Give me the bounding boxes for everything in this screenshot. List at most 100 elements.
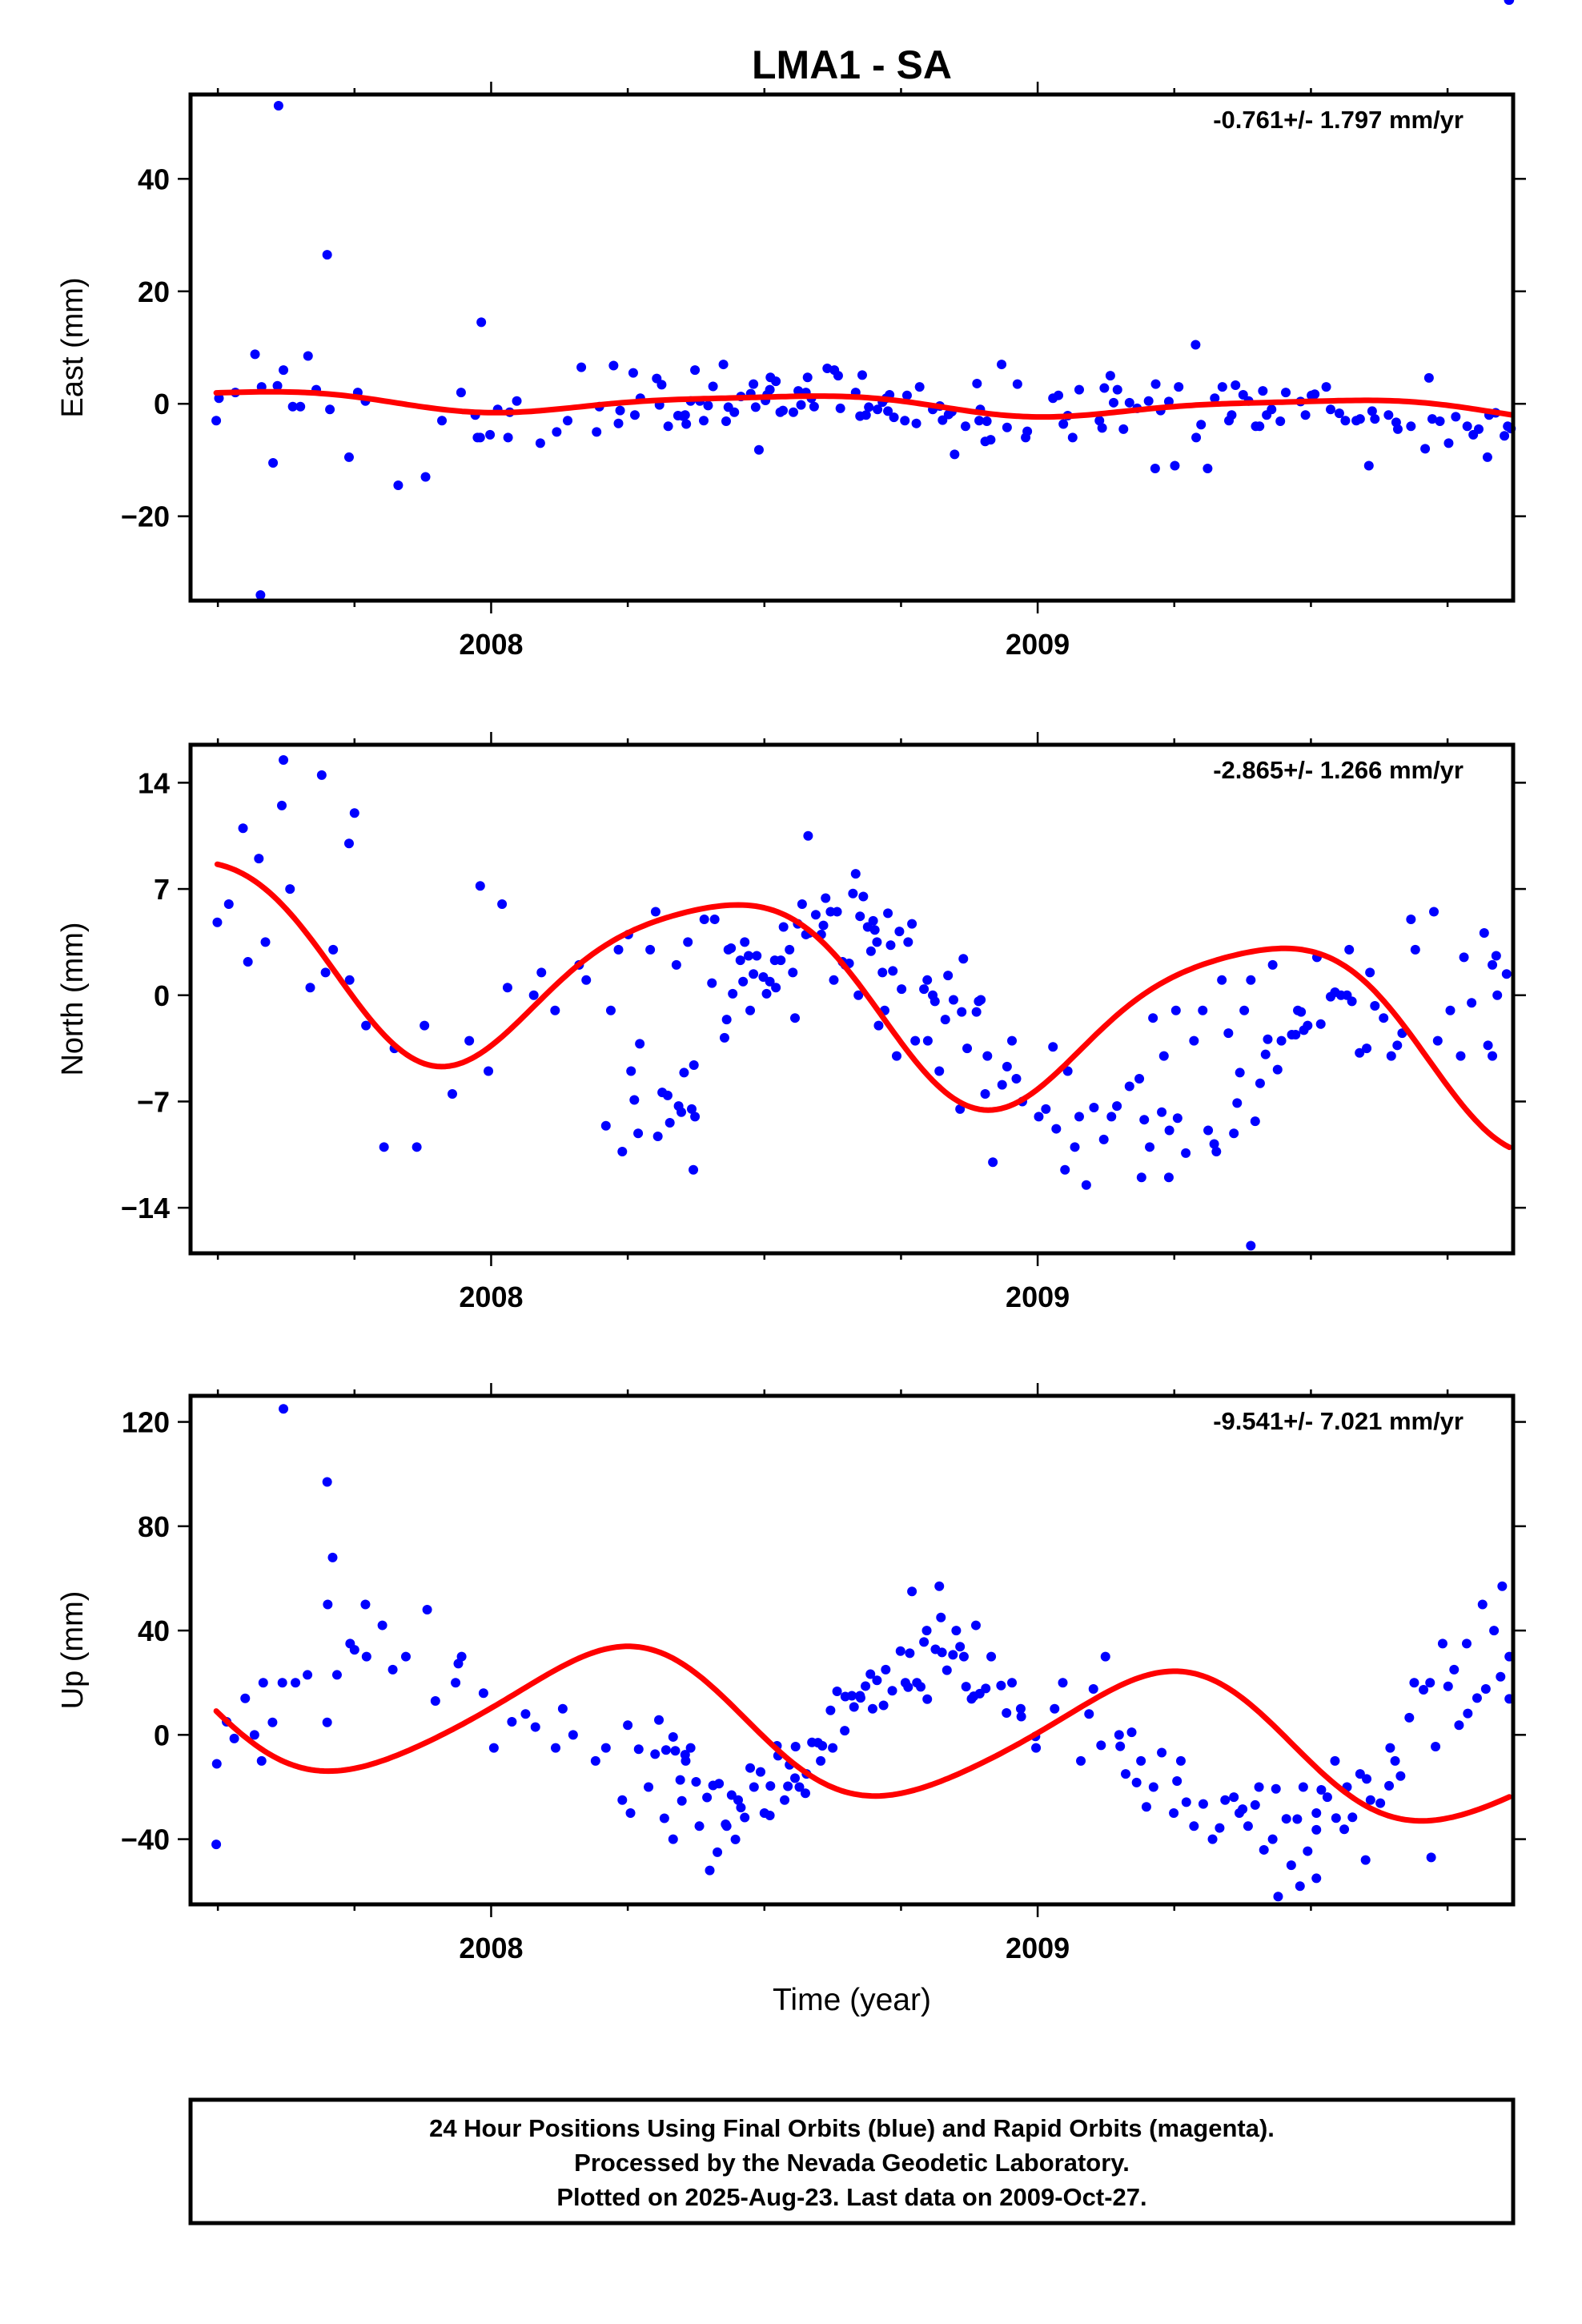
north-data-point xyxy=(1483,1040,1493,1051)
east-data-point xyxy=(1423,372,1434,383)
up-data-point xyxy=(1207,1834,1218,1844)
east-data-point xyxy=(1451,412,1461,422)
up-data-point xyxy=(677,1795,687,1806)
north-data-point xyxy=(919,984,930,995)
east-data-point xyxy=(1143,396,1154,406)
east-data-point xyxy=(287,401,298,412)
north-data-point xyxy=(790,1013,801,1023)
north-data-point xyxy=(1501,969,1512,979)
north-data-point xyxy=(605,1005,616,1015)
east-data-point xyxy=(1067,432,1078,443)
up-data-point xyxy=(1088,1684,1098,1695)
north-data-point xyxy=(765,976,775,987)
east-data-point xyxy=(1150,379,1161,389)
north-data-point xyxy=(948,995,958,1005)
up-data-point xyxy=(721,1819,731,1830)
up-data-point xyxy=(1076,1755,1086,1766)
north-data-point xyxy=(740,937,750,947)
up-data-point xyxy=(1409,1678,1419,1688)
east-data-point xyxy=(809,401,819,412)
north-data-point xyxy=(1276,1035,1287,1046)
north-data-point xyxy=(958,954,969,964)
east-data-point xyxy=(1355,414,1365,424)
north-data-point xyxy=(1189,1035,1199,1046)
east-data-point xyxy=(1367,406,1377,416)
up-data-point xyxy=(291,1678,301,1688)
east-data-point xyxy=(1210,393,1220,404)
up-data-point xyxy=(670,1746,681,1756)
north-data-point xyxy=(868,915,878,926)
north-data-point xyxy=(962,1043,973,1054)
up-data-point xyxy=(740,1812,750,1823)
east-data-point xyxy=(703,400,713,411)
up-data-point xyxy=(1271,1783,1281,1794)
east-data-point xyxy=(1227,410,1237,420)
east-x-tick-label: 2009 xyxy=(1006,628,1070,661)
east-data-point xyxy=(250,349,260,360)
north-data-point xyxy=(788,967,798,978)
east-data-point xyxy=(343,452,354,462)
east-data-point xyxy=(255,589,266,600)
east-data-point xyxy=(833,371,843,381)
north-data-point xyxy=(943,971,954,981)
up-data-point xyxy=(1286,1860,1296,1871)
up-data-point xyxy=(986,1651,997,1662)
east-data-point xyxy=(295,401,306,412)
north-data-point xyxy=(735,955,745,966)
east-data-point xyxy=(535,438,545,448)
up-y-tick-label: 40 xyxy=(138,1614,170,1647)
east-data-point xyxy=(1363,460,1374,471)
north-data-point xyxy=(1172,1113,1182,1124)
east-data-point xyxy=(753,444,764,455)
north-data-point xyxy=(829,975,839,985)
up-data-point xyxy=(507,1717,517,1727)
north-data-point xyxy=(212,917,223,927)
up-data-point xyxy=(680,1750,690,1760)
footer-line-3: Plotted on 2025-Aug-23. Last data on 200… xyxy=(556,2183,1146,2211)
north-data-point xyxy=(635,1039,645,1049)
north-data-point xyxy=(1136,1172,1146,1183)
up-data-point xyxy=(1461,1638,1472,1649)
north-data-point xyxy=(671,959,681,970)
up-data-point xyxy=(825,1705,836,1715)
north-data-point xyxy=(613,944,624,955)
up-data-point xyxy=(921,1626,932,1636)
east-y-tick-label: 20 xyxy=(138,275,170,308)
north-data-point xyxy=(865,946,876,956)
north-data-point xyxy=(749,969,759,979)
north-data-point xyxy=(1330,987,1340,997)
north-data-point xyxy=(686,1104,697,1114)
north-data-point xyxy=(305,983,315,993)
up-data-point xyxy=(907,1586,917,1597)
north-data-point xyxy=(379,1142,389,1152)
up-data-point xyxy=(832,1686,842,1696)
north-fit-curve xyxy=(214,861,1512,1151)
up-data-point xyxy=(1437,1638,1447,1649)
up-data-point xyxy=(520,1709,531,1719)
north-data-point xyxy=(803,830,813,841)
up-data-point xyxy=(1121,1769,1131,1779)
up-data-point xyxy=(1497,1581,1508,1591)
east-data-point xyxy=(1022,426,1033,436)
up-data-point xyxy=(349,1645,359,1655)
up-data-point xyxy=(453,1659,464,1669)
east-data-point xyxy=(437,416,448,426)
north-data-point xyxy=(464,1035,475,1046)
east-points xyxy=(211,101,1516,600)
east-data-point xyxy=(456,388,466,398)
up-data-point xyxy=(1330,1755,1340,1766)
up-data-point xyxy=(430,1696,440,1706)
east-data-point xyxy=(1334,408,1344,419)
north-data-point xyxy=(1459,952,1469,963)
up-data-point xyxy=(855,1693,865,1703)
north-data-point xyxy=(1048,1042,1058,1052)
east-data-point xyxy=(678,411,689,421)
east-data-point xyxy=(750,402,761,412)
up-data-point xyxy=(1331,1813,1341,1823)
east-y-axis-label: East (mm) xyxy=(56,277,90,417)
north-data-point xyxy=(1239,1005,1250,1015)
north-data-point xyxy=(260,937,271,947)
north-data-point xyxy=(1291,1030,1301,1040)
north-data-point xyxy=(891,1051,901,1061)
up-data-point xyxy=(277,1678,287,1688)
